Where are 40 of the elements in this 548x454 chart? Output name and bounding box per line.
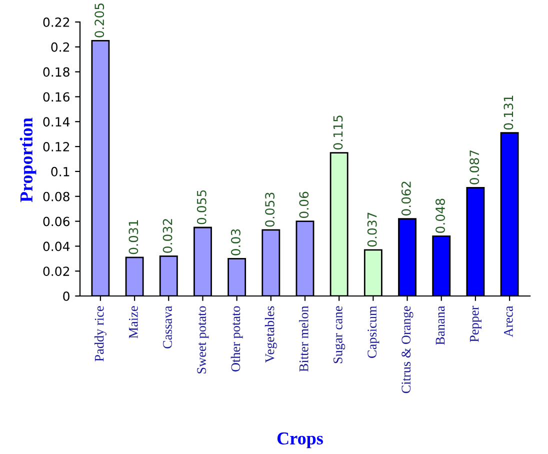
x-tick-label: Paddy rice — [94, 306, 106, 362]
y-tick-label: 0.12 — [43, 142, 70, 152]
y-tick-label: 0.02 — [43, 266, 70, 276]
data-label: 0.03 — [230, 229, 240, 256]
data-label: 0.053 — [265, 192, 275, 227]
data-label: 0.06 — [299, 192, 309, 218]
y-tick-label: 0.2 — [51, 42, 70, 52]
x-tick-label: Areca — [504, 306, 513, 338]
y-tick-label: 0.08 — [43, 192, 70, 202]
y-tick-label: 0.18 — [43, 67, 70, 77]
y-tick-label: 0.06 — [43, 216, 70, 226]
x-tick-label: Maize — [128, 306, 138, 338]
data-label: 0.205 — [94, 4, 104, 38]
y-tick-label: 0.16 — [43, 92, 70, 102]
data-label: 0.055 — [196, 190, 206, 224]
x-tick-label: Banana — [436, 306, 445, 345]
x-tick-label: Vegetables — [264, 306, 277, 363]
data-label: 0.037 — [367, 212, 377, 247]
x-tick-label: Sugar cane — [333, 306, 346, 364]
y-tick-label: 0.22 — [43, 17, 70, 27]
data-label: 0.031 — [128, 220, 138, 254]
x-axis-title: Crops — [277, 432, 323, 448]
data-label: 0.115 — [333, 116, 343, 150]
x-tick-label: Cassava — [163, 306, 172, 348]
x-tick-label: Citrus & Orange — [402, 306, 414, 394]
data-label: 0.087 — [470, 150, 480, 184]
x-tick-label: Bitter melon — [299, 306, 308, 372]
x-tick-label: Pepper — [470, 306, 482, 342]
y-tick-label: 0.14 — [43, 117, 70, 127]
y-axis-title: Proportion — [20, 118, 36, 202]
data-label: 0.131 — [504, 96, 514, 130]
y-tick-label: 0 — [63, 291, 70, 301]
data-label: 0.032 — [162, 219, 172, 253]
data-label: 0.062 — [401, 182, 411, 216]
data-label: 0.048 — [436, 198, 445, 233]
y-tick-label: 0.04 — [43, 242, 70, 252]
x-tick-label: Capsicum — [368, 306, 380, 358]
x-tick-label: Sweet potato — [197, 306, 209, 374]
y-tick-label: 0.1 — [51, 166, 70, 176]
x-tick-label: Other potato — [230, 306, 243, 372]
